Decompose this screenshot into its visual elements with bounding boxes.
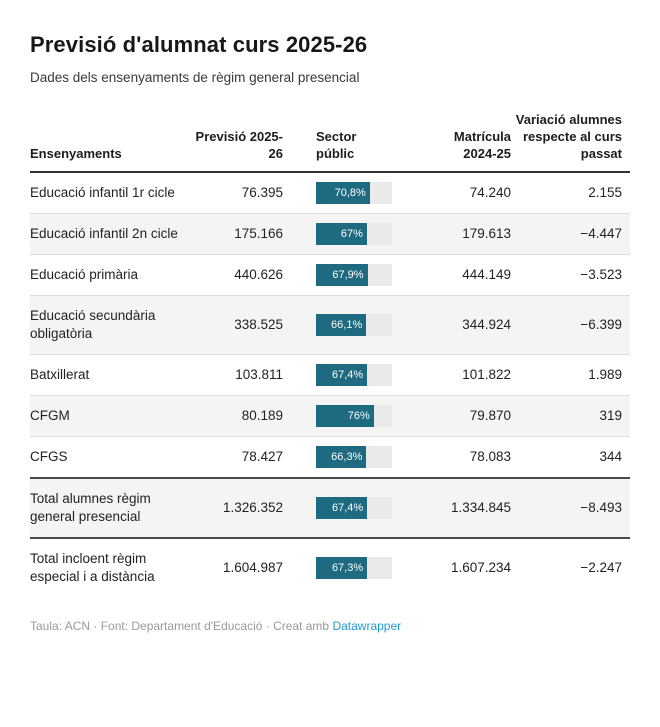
sector-public-bar-label: 67,3% xyxy=(331,562,364,574)
sector-public-bar-label: 76% xyxy=(347,410,370,422)
sector-public-bar-track: 66,3% xyxy=(316,446,392,468)
row-label: Educació primària xyxy=(30,267,139,282)
sector-public-bar-fill: 67,4% xyxy=(316,364,368,386)
sector-public-bar-track: 76% xyxy=(316,405,392,427)
row-matricula-value: 444.149 xyxy=(462,267,511,282)
row-label: CFGS xyxy=(30,449,68,464)
row-label: Educació infantil 1r cicle xyxy=(30,185,175,200)
sector-public-bar-label: 67,4% xyxy=(332,369,364,381)
row-matricula-value: 1.607.234 xyxy=(450,560,511,575)
row-variacio-value: −3.523 xyxy=(580,267,622,282)
sector-public-bar-label: 67,4% xyxy=(332,502,364,514)
table-row: CFGS 78.427 66,3% 78.083 344 xyxy=(30,436,630,477)
sector-public-bar-label: 67,9% xyxy=(332,269,364,281)
sector-public-bar-label: 67% xyxy=(340,228,363,240)
enrollment-table: Ensenyaments Previsió 2025-26 Sector púb… xyxy=(30,111,630,597)
row-variacio-value: 344 xyxy=(599,449,622,464)
row-previsio-value: 338.525 xyxy=(234,317,283,332)
row-variacio-value: −4.447 xyxy=(580,226,622,241)
row-sector-public-cell: 67,4% xyxy=(283,356,392,394)
table-row: Batxillerat 103.811 67,4% 101.822 1.989 xyxy=(30,354,630,395)
column-header-ensenyaments: Ensenyaments xyxy=(30,146,122,161)
sector-public-bar-fill: 67% xyxy=(316,223,367,245)
row-sector-public-cell: 67,3% xyxy=(283,549,392,587)
sector-public-bar-track: 66,1% xyxy=(316,314,392,336)
row-previsio-value: 1.604.987 xyxy=(222,560,283,575)
column-header-sector-public: Sector públic xyxy=(316,129,357,161)
table-row: Total incloent règim especial i a distàn… xyxy=(30,537,630,597)
sector-public-bar-track: 67,3% xyxy=(316,557,392,579)
row-variacio-value: −6.399 xyxy=(580,317,622,332)
sector-public-bar-fill: 70,8% xyxy=(316,182,370,204)
row-sector-public-cell: 66,1% xyxy=(283,306,392,344)
row-label: Total alumnes règim general presencial xyxy=(30,491,151,524)
table-row: Educació secundària obligatòria 338.525 … xyxy=(30,295,630,354)
column-header-matricula: Matrícula 2024-25 xyxy=(453,129,511,161)
row-sector-public-cell: 67% xyxy=(283,215,392,253)
row-label: Total incloent règim especial i a distàn… xyxy=(30,551,155,584)
sector-public-bar-fill: 76% xyxy=(316,405,374,427)
sector-public-bar-fill: 67,4% xyxy=(316,497,368,519)
datawrapper-table-page: Previsió d'alumnat curs 2025-26 Dades de… xyxy=(30,32,630,634)
table-row: Total alumnes règim general presencial 1… xyxy=(30,477,630,537)
row-sector-public-cell: 66,3% xyxy=(283,438,392,476)
page-title: Previsió d'alumnat curs 2025-26 xyxy=(30,32,368,57)
table-row: Educació primària 440.626 67,9% 444.149 … xyxy=(30,254,630,295)
sector-public-bar-label: 66,1% xyxy=(331,319,363,331)
sector-public-bar-track: 67,9% xyxy=(316,264,392,286)
row-label: Educació secundària obligatòria xyxy=(30,308,156,341)
sector-public-bar-fill: 66,3% xyxy=(316,446,367,468)
table-body: Educació infantil 1r cicle 76.395 70,8% … xyxy=(30,173,630,597)
row-label: Batxillerat xyxy=(30,367,90,382)
sector-public-bar-label: 70,8% xyxy=(334,187,366,199)
row-matricula-value: 1.334.845 xyxy=(450,500,511,515)
row-previsio-value: 1.326.352 xyxy=(222,500,283,515)
row-variacio-value: −2.247 xyxy=(580,560,622,575)
row-sector-public-cell: 76% xyxy=(283,397,392,435)
row-matricula-value: 79.870 xyxy=(469,408,511,423)
sector-public-bar-track: 70,8% xyxy=(316,182,392,204)
row-sector-public-cell: 67,4% xyxy=(283,489,392,527)
sector-public-bar-fill: 67,3% xyxy=(316,557,368,579)
row-sector-public-cell: 70,8% xyxy=(283,174,392,212)
sector-public-bar-label: 66,3% xyxy=(331,451,363,463)
table-row: CFGM 80.189 76% 79.870 319 xyxy=(30,395,630,436)
sector-public-bar-track: 67% xyxy=(316,223,392,245)
attribution-text: Taula: ACN · Font: Departament d'Educaci… xyxy=(30,619,333,633)
row-previsio-value: 440.626 xyxy=(234,267,283,282)
table-row: Educació infantil 2n cicle 175.166 67% 1… xyxy=(30,213,630,254)
row-matricula-value: 179.613 xyxy=(462,226,511,241)
row-previsio-value: 78.427 xyxy=(241,449,283,464)
row-variacio-value: 1.989 xyxy=(588,367,622,382)
row-label: Educació infantil 2n cicle xyxy=(30,226,178,241)
row-previsio-value: 80.189 xyxy=(241,408,283,423)
row-variacio-value: 319 xyxy=(599,408,622,423)
row-label: CFGM xyxy=(30,408,70,423)
row-variacio-value: −8.493 xyxy=(580,500,622,515)
sector-public-bar-fill: 67,9% xyxy=(316,264,368,286)
row-matricula-value: 74.240 xyxy=(469,185,511,200)
row-matricula-value: 344.924 xyxy=(462,317,511,332)
row-variacio-value: 2.155 xyxy=(588,185,622,200)
datawrapper-link[interactable]: Datawrapper xyxy=(332,619,402,633)
table-header-row: Ensenyaments Previsió 2025-26 Sector púb… xyxy=(30,111,630,173)
page-subtitle: Dades dels ensenyaments de règim general… xyxy=(30,70,360,85)
row-previsio-value: 175.166 xyxy=(234,226,283,241)
row-previsio-value: 76.395 xyxy=(241,185,283,200)
sector-public-bar-fill: 66,1% xyxy=(316,314,367,336)
column-header-variacio: Variació alumnes respecte al curs passat xyxy=(515,112,622,161)
row-sector-public-cell: 67,9% xyxy=(283,256,392,294)
sector-public-bar-track: 67,4% xyxy=(316,364,392,386)
table-row: Educació infantil 1r cicle 76.395 70,8% … xyxy=(30,173,630,213)
sector-public-bar-track: 67,4% xyxy=(316,497,392,519)
row-previsio-value: 103.811 xyxy=(235,367,283,382)
attribution-footer: Taula: ACN · Font: Departament d'Educaci… xyxy=(30,619,630,634)
row-matricula-value: 78.083 xyxy=(469,449,511,464)
column-header-previsio: Previsió 2025-26 xyxy=(195,129,283,161)
row-matricula-value: 101.822 xyxy=(462,367,511,382)
